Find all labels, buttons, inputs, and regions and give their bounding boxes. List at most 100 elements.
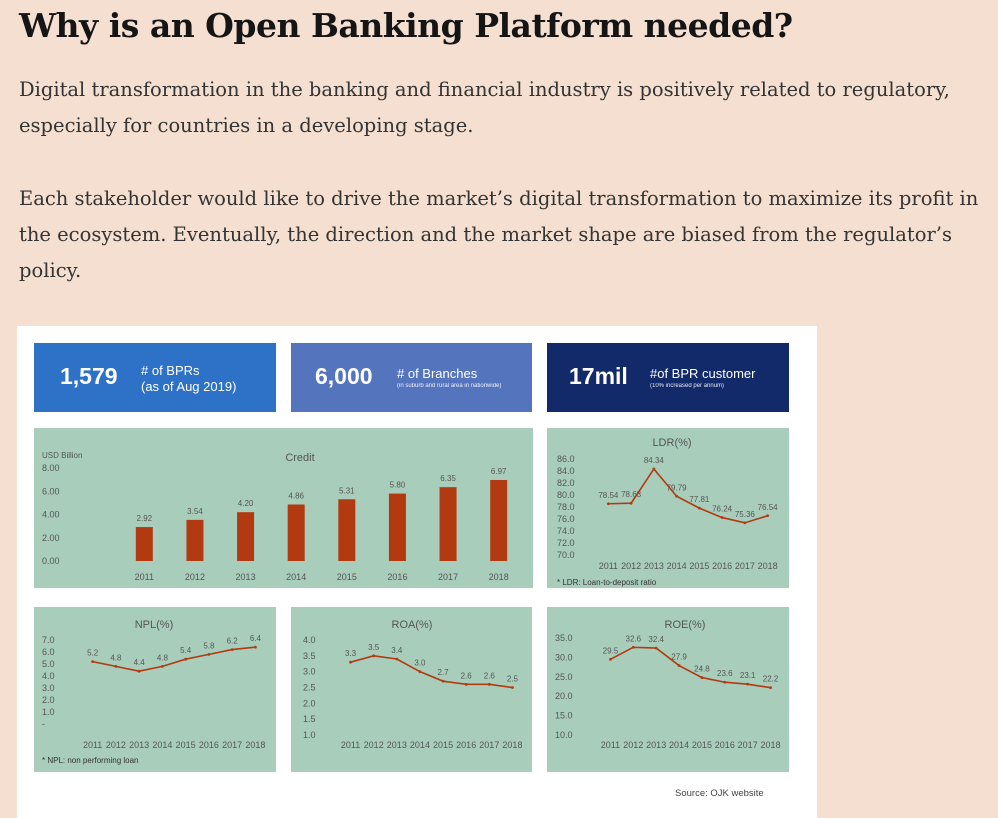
x-tick-label: 2016 — [387, 572, 407, 582]
bar — [237, 512, 255, 561]
x-tick-label: 2012 — [621, 561, 641, 571]
chart-footnote: * LDR: Loan-to-deposit ratio — [557, 578, 657, 587]
x-tick-label: 2015 — [689, 561, 709, 571]
stat-value: 17mil — [569, 363, 628, 389]
data-label: 5.2 — [87, 649, 99, 658]
y-tick-label: 25.0 — [555, 672, 573, 682]
x-tick-label: 2016 — [715, 740, 735, 750]
y-tick-label: 35.0 — [555, 633, 573, 643]
x-tick-label: 2011 — [599, 561, 618, 571]
y-tick-label: 4.00 — [42, 510, 60, 520]
data-point — [464, 682, 468, 686]
data-point — [769, 686, 772, 690]
y-tick-label: 86.0 — [557, 454, 575, 464]
data-label: 6.97 — [491, 467, 507, 476]
data-label: 4.4 — [134, 658, 146, 667]
data-label: 23.6 — [717, 669, 733, 678]
intro-paragraph: Digital transformation in the banking an… — [19, 78, 950, 137]
data-point — [487, 682, 491, 686]
data-point — [349, 660, 352, 664]
data-label: 24.8 — [694, 665, 710, 674]
data-label: 6.4 — [250, 634, 262, 643]
y-tick-label: 2.5 — [303, 683, 316, 693]
x-tick-label: 2014 — [286, 572, 306, 582]
chart-title: ROA(%) — [392, 619, 433, 631]
data-label: 22.2 — [763, 675, 779, 684]
data-point — [766, 514, 770, 518]
data-point — [697, 506, 701, 510]
y-tick-label: 4.0 — [303, 635, 316, 645]
y-tick-label: 2.0 — [42, 695, 55, 705]
y-tick-label: 78.0 — [557, 502, 575, 512]
data-label: 76.54 — [758, 503, 779, 512]
y-tick-label: 5.0 — [42, 659, 55, 669]
data-label: 78.63 — [621, 490, 642, 499]
x-tick-label: 2012 — [185, 572, 205, 582]
y-tick-label: 3.5 — [303, 651, 316, 661]
x-tick-label: 2013 — [644, 561, 664, 571]
x-tick-label: 2015 — [176, 740, 196, 750]
data-label: 4.8 — [110, 653, 122, 662]
bar — [338, 499, 356, 561]
data-label: 2.6 — [461, 671, 473, 680]
data-point — [418, 670, 422, 674]
data-label: 3.3 — [345, 649, 357, 658]
y-tick-label: 8.00 — [42, 463, 60, 473]
stat-label: #of BPR customer — [650, 366, 756, 381]
credit-bar-chart: Credit USD Billion 8.00 6.00 4.00 2.00 0.00 201… — [34, 428, 533, 588]
y-tick-label: 76.0 — [557, 514, 575, 524]
chart-svg: NPL(%) 7.0 6.0 5.0 4.0 3.0 2.0 1.0 - 2011 2012 2013… — [42, 619, 265, 765]
data-label: 5.31 — [339, 486, 355, 495]
series-line — [610, 646, 771, 689]
data-label: 4.86 — [288, 492, 304, 501]
data-point — [606, 502, 610, 506]
stakeholder-paragraph: Each stakeholder would like to drive the… — [19, 187, 979, 282]
stat-sublabel: (in suburb and rural area in nationwide) — [397, 383, 502, 389]
stat-card-bprs: 1,579 # of BPRs (as of Aug 2019) — [34, 343, 276, 412]
ldr-line-chart: LDR(%) 86.0 84.0 82.0 80.0 78.0 76.0 74.0 72.0 70… — [547, 428, 789, 588]
bar — [388, 493, 406, 561]
data-label: 79.79 — [667, 483, 688, 492]
data-label: 4.20 — [238, 499, 254, 508]
source-note: Source: OJK website — [675, 788, 764, 799]
data-point — [720, 516, 724, 519]
stat-label: # of Branches — [397, 366, 478, 381]
data-point — [743, 521, 747, 525]
x-tick-label: 2018 — [489, 572, 509, 582]
x-tick-label: 2014 — [669, 740, 689, 750]
x-tick-label: 2012 — [623, 740, 643, 750]
data-point — [511, 686, 514, 689]
y-tick-label: 10.0 — [555, 730, 573, 740]
data-point — [91, 660, 95, 663]
data-point — [207, 653, 211, 656]
y-tick-label: 1.0 — [303, 730, 316, 740]
y-tick-label: 2.0 — [303, 698, 316, 708]
x-tick-label: 2018 — [245, 740, 265, 750]
chart-svg: LDR(%) 86.0 84.0 82.0 80.0 78.0 76.0 74.0 72.0 70… — [557, 437, 779, 587]
x-tick-label: 2014 — [152, 740, 172, 750]
data-point — [230, 648, 234, 651]
x-tick-label: 2017 — [438, 572, 458, 582]
data-point — [372, 654, 376, 658]
data-label: 32.4 — [648, 635, 664, 644]
data-label: 3.54 — [187, 507, 203, 516]
data-point — [184, 657, 188, 661]
data-point — [675, 494, 679, 498]
x-tick-label: 2016 — [712, 561, 732, 571]
chart-svg: Credit USD Billion 8.00 6.00 4.00 2.00 0.00 201… — [42, 451, 509, 582]
stat-label-line2: (as of Aug 2019) — [141, 379, 237, 394]
chart-footnote: * NPL: non performing loan — [42, 756, 139, 765]
x-tick-label: 2011 — [135, 572, 154, 582]
data-label: 5.80 — [390, 481, 406, 490]
y-tick-label: 84.0 — [557, 466, 575, 476]
x-tick-label: 2017 — [735, 561, 755, 571]
x-tick-label: 2016 — [456, 740, 476, 750]
data-point — [137, 669, 141, 673]
data-point — [700, 676, 704, 679]
y-tick-label: 82.0 — [557, 478, 575, 488]
y-tick-label: 20.0 — [555, 691, 573, 701]
data-point — [631, 645, 635, 649]
data-point — [652, 467, 656, 471]
